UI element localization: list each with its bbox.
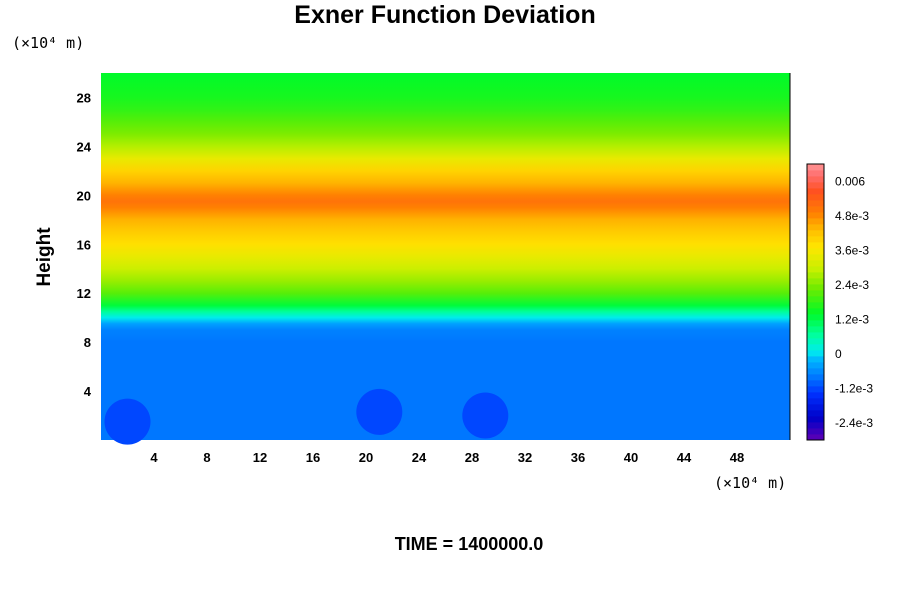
cell-blob — [356, 388, 403, 435]
colorbar-label: 0 — [835, 347, 842, 361]
time-label: TIME = 1400000.0 — [395, 534, 544, 554]
colorbar-band — [807, 266, 824, 273]
x-tick-label: 4 — [150, 450, 158, 465]
colorbar-band — [807, 332, 824, 339]
cell-blob — [104, 398, 151, 445]
colorbar-band — [807, 236, 824, 243]
y-tick-label: 4 — [84, 384, 92, 399]
colorbar-band — [807, 302, 824, 309]
y-tick-label: 16 — [77, 237, 91, 252]
colorbar-band — [807, 290, 824, 297]
colorbar-band — [807, 434, 824, 441]
colorbar: 0.006 4.8e-3 3.6e-3 2.4e-3 1.2e-3 0 -1.2e-3 -2.… — [807, 164, 873, 441]
colorbar-band — [807, 320, 824, 327]
y-tick-label: 8 — [84, 335, 91, 350]
colorbar-band — [807, 308, 824, 315]
colorbar-band — [807, 374, 824, 381]
x-axis-unit: (×10⁴ m) — [714, 474, 786, 492]
y-tick-label: 24 — [77, 139, 92, 154]
colorbar-label: 4.8e-3 — [835, 209, 869, 223]
colorbar-band — [807, 314, 824, 321]
colorbar-band — [807, 200, 824, 207]
y-ticks: 4 8 12 16 20 24 28 — [77, 91, 92, 400]
colorbar-band — [807, 206, 824, 213]
colorbar-band — [807, 416, 824, 423]
colorbar-band — [807, 356, 824, 363]
colorbar-band — [807, 392, 824, 399]
colorbar-band — [807, 344, 824, 351]
y-tick-label: 12 — [77, 286, 91, 301]
colorbar-band — [807, 380, 824, 387]
x-tick-label: 16 — [306, 450, 320, 465]
x-tick-label: 44 — [677, 450, 692, 465]
x-tick-label: 40 — [624, 450, 638, 465]
colorbar-band — [807, 272, 824, 279]
colorbar-band — [807, 188, 824, 195]
colorbar-band — [807, 284, 824, 291]
colorbar-label: -2.4e-3 — [835, 416, 873, 430]
colorbar-band — [807, 428, 824, 435]
cells-layer — [104, 388, 509, 445]
colorbar-band — [807, 326, 824, 333]
y-tick-label: 28 — [77, 91, 91, 106]
colorbar-band — [807, 242, 824, 249]
colorbar-band — [807, 350, 824, 357]
colorbar-band — [807, 386, 824, 393]
x-ticks: 4 8 12 16 20 24 28 32 36 40 44 48 — [150, 450, 744, 465]
x-tick-label: 8 — [203, 450, 210, 465]
colorbar-label: -1.2e-3 — [835, 381, 873, 395]
colorbar-band — [807, 164, 824, 171]
colorbar-band — [807, 212, 824, 219]
colorbar-band — [807, 254, 824, 261]
colorbar-band — [807, 368, 824, 375]
colorbar-band — [807, 410, 824, 417]
x-tick-label: 48 — [730, 450, 744, 465]
x-tick-label: 36 — [571, 450, 585, 465]
colorbar-label: 0.006 — [835, 174, 865, 188]
colorbar-band — [807, 170, 824, 177]
x-tick-label: 24 — [412, 450, 427, 465]
colorbar-band — [807, 224, 824, 231]
x-tick-label: 28 — [465, 450, 479, 465]
colorbar-label: 3.6e-3 — [835, 243, 869, 257]
colorbar-band — [807, 338, 824, 345]
colorbar-label: 2.4e-3 — [835, 278, 869, 292]
colorbar-band — [807, 362, 824, 369]
y-axis-label: Height — [34, 227, 55, 287]
y-tick-label: 20 — [77, 188, 91, 203]
colorbar-band — [807, 182, 824, 189]
colorbar-band — [807, 176, 824, 183]
cell-blob — [462, 392, 509, 439]
chart-title: Exner Function Deviation — [294, 1, 595, 29]
colorbar-band — [807, 248, 824, 255]
x-tick-label: 20 — [359, 450, 373, 465]
colorbar-band — [807, 218, 824, 225]
y-axis-unit: (×10⁴ m) — [12, 34, 84, 52]
colorbar-band — [807, 404, 824, 411]
plot-field — [101, 73, 790, 440]
colorbar-frame — [806, 163, 825, 441]
colorbar-band — [807, 398, 824, 405]
colorbar-band — [807, 278, 824, 285]
colorbar-band — [807, 194, 824, 201]
colorbar-label: 1.2e-3 — [835, 312, 869, 326]
colorbar-band — [807, 422, 824, 429]
colorbar-band — [807, 230, 824, 237]
x-tick-label: 32 — [518, 450, 532, 465]
colorbar-band — [807, 296, 824, 303]
x-tick-label: 12 — [253, 450, 267, 465]
colorbar-band — [807, 260, 824, 267]
